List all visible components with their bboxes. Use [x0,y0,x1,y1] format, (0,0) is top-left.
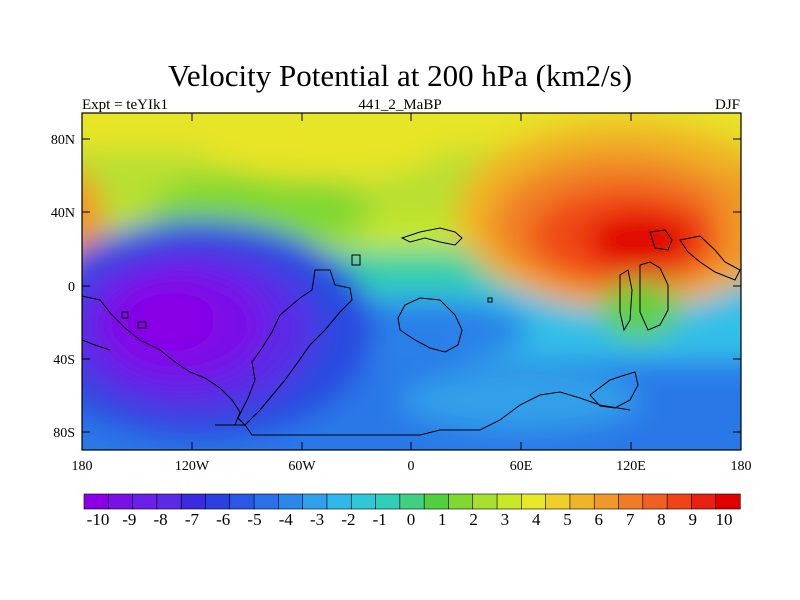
colorbar-swatch [253,493,279,510]
x-tick-label: 0 [408,459,415,474]
x-axis-labels: 180 120W 60W 0 60E 120E 180 [72,459,752,474]
velocity-potential-field [82,113,741,450]
colorbar-label: -7 [185,510,200,529]
colorbar-label: 8 [657,510,666,529]
colorbar-swatch [691,493,717,510]
colorbar-label: -4 [279,510,294,529]
x-tick-label: 60E [510,459,533,474]
colorbar-label: 10 [716,510,733,529]
x-tick-label: 60W [288,459,316,474]
colorbar-swatch [180,493,207,510]
colorbar-swatch [569,493,595,510]
y-tick-label: 0 [68,280,75,295]
colorbar-label: -6 [216,510,230,529]
y-tick-label: 80S [53,426,75,441]
colorbar-swatch [448,493,474,510]
colorbar [83,493,741,510]
colorbar-swatch [666,493,693,510]
colorbar-label: -2 [341,510,355,529]
y-axis-ticks [82,138,741,433]
season-label: DJF [714,97,740,113]
colorbar-swatch [132,493,158,510]
colorbar-swatch [618,493,644,510]
x-tick-label: 120W [175,459,210,474]
colorbar-label: 9 [688,510,697,529]
x-tick-label: 180 [72,459,93,474]
colorbar-swatch [107,493,134,510]
colorbar-swatch [472,493,498,510]
colorbar-label: 0 [407,510,416,529]
colorbar-swatch [642,493,668,510]
colorbar-labels: -10 -9 -8 -7 -6 -5 -4 -3 -2 -1 0 1 2 3 4 5 6 7 8 9 10 [87,510,733,529]
colorbar-label: -1 [373,510,387,529]
colorbar-label: 3 [501,510,510,529]
colorbar-swatch [229,493,255,510]
x-tick-label: 180 [731,459,752,474]
case-label: 441_2_MaBP [358,97,442,113]
x-axis-ticks [191,113,632,450]
colorbar-swatch [278,493,304,510]
colorbar-swatch [156,493,182,510]
colorbar-swatch [83,493,109,510]
x-tick-label: 120E [616,459,646,474]
colorbar-label: 1 [438,510,447,529]
y-tick-label: 40N [51,206,75,221]
colorbar-swatch [375,493,401,510]
colorbar-swatch [715,493,741,510]
coastlines [82,227,741,436]
colorbar-swatch [326,493,352,510]
colorbar-label: -8 [154,510,168,529]
colorbar-swatch [593,493,620,510]
y-axis-labels: 80N 40N 0 40S 80S [51,133,75,441]
colorbar-label: -5 [247,510,261,529]
colorbar-label: 4 [532,510,541,529]
colorbar-label: 6 [595,510,604,529]
colorbar-swatch [545,493,571,510]
colorbar-label: 7 [626,510,635,529]
experiment-label: Expt = teYIk1 [82,97,168,113]
colorbar-swatch [423,493,450,510]
colorbar-label: -9 [122,510,136,529]
page-title: Velocity Potential at 200 hPa (km2/s) [167,58,633,93]
colorbar-label: -10 [87,510,110,529]
y-tick-label: 40S [53,353,75,368]
colorbar-swatch [350,493,377,510]
y-tick-label: 80N [51,133,75,148]
colorbar-swatch [205,493,231,510]
colorbar-swatch [496,493,522,510]
colorbar-swatch [521,493,547,510]
colorbar-label: 5 [563,510,572,529]
colorbar-swatch [302,493,328,510]
colorbar-swatch [399,493,425,510]
colorbar-label: 2 [469,510,478,529]
colorbar-label: -3 [310,510,324,529]
